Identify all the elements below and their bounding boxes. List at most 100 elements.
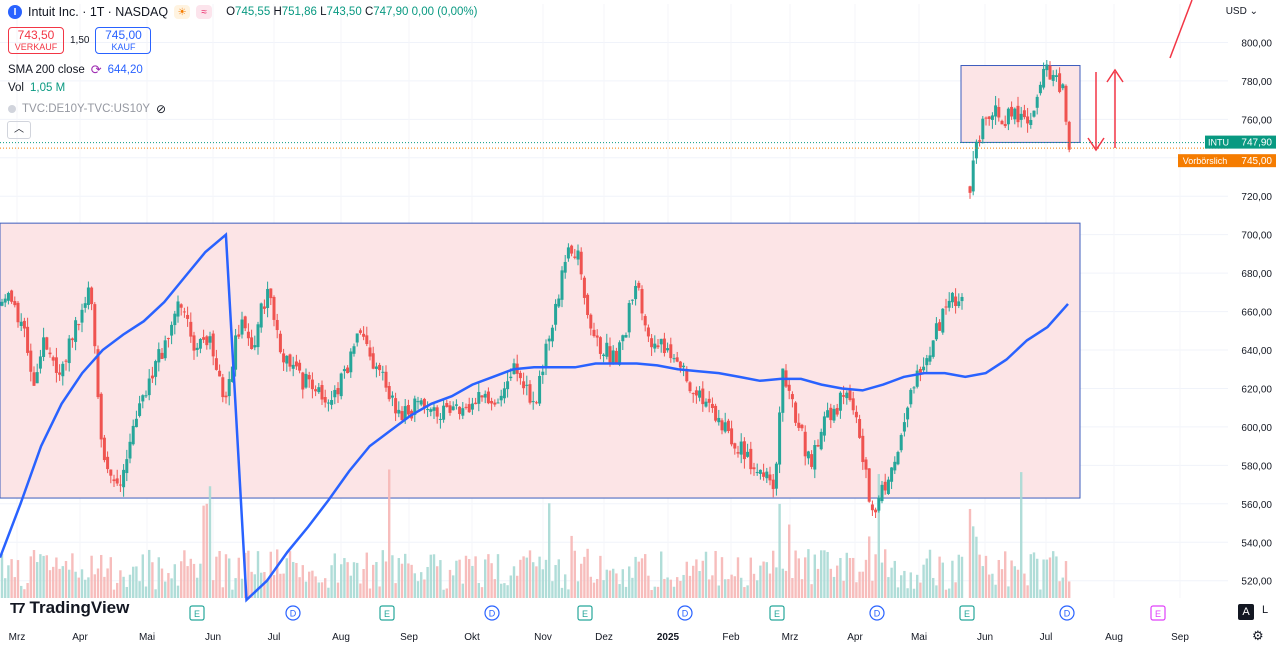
- volume-legend[interactable]: Vol 1,05 M: [8, 82, 65, 94]
- candle-body: [422, 398, 426, 408]
- volume-bar: [1010, 560, 1013, 598]
- sma-legend[interactable]: SMA 200 close ⟳ 644,20: [8, 62, 143, 78]
- volume-bar: [432, 554, 436, 598]
- volume-bar: [717, 585, 720, 598]
- candle-body: [650, 338, 654, 348]
- volume-bar: [951, 560, 954, 598]
- candle-body: [442, 405, 446, 420]
- candle-body: [1042, 68, 1046, 88]
- dividend-marker[interactable]: D: [285, 605, 301, 621]
- candle-body: [947, 300, 951, 308]
- earnings-letter: E: [384, 609, 390, 619]
- collapse-legend-button[interactable]: ︿: [7, 121, 31, 139]
- candle-body: [691, 393, 695, 395]
- earnings-marker[interactable]: E: [189, 605, 205, 621]
- tradingview-watermark: T7 TradingView: [10, 598, 129, 618]
- tradingview-logo-icon: T7: [10, 599, 25, 617]
- volume-bar: [573, 550, 576, 598]
- symbol-title[interactable]: Intuit Inc. · 1T · NASDAQ: [28, 5, 169, 19]
- earnings-marker[interactable]: E: [959, 605, 975, 621]
- settings-gear-icon[interactable]: ⚙: [1252, 628, 1264, 643]
- volume-bar: [55, 557, 58, 598]
- sma-settings-icon[interactable]: ⟳: [90, 62, 102, 77]
- candle-body: [509, 376, 513, 379]
- candle-body: [493, 402, 497, 405]
- time-tick-label: Jul: [1040, 632, 1053, 643]
- candle-body: [125, 459, 129, 474]
- dividend-marker[interactable]: D: [869, 605, 885, 621]
- volume-bar: [183, 550, 186, 598]
- candle-body: [813, 445, 817, 470]
- log-scale-button[interactable]: L: [1262, 604, 1269, 616]
- candle-body: [528, 384, 532, 403]
- range-boxes: [0, 65, 1081, 499]
- candle-body: [48, 352, 52, 355]
- volume-bar: [554, 565, 557, 598]
- dividend-marker[interactable]: D: [484, 605, 500, 621]
- volume-bar: [935, 585, 938, 598]
- volume-bar: [285, 558, 288, 598]
- volume-bar: [922, 564, 925, 598]
- volume-bar: [516, 575, 519, 598]
- hidden-eye-icon[interactable]: ⊘: [156, 102, 167, 116]
- candle-body: [518, 372, 522, 379]
- delay-icon[interactable]: ≈: [196, 5, 213, 19]
- candle-body: [259, 303, 263, 328]
- volume-bar: [381, 550, 384, 598]
- buy-button[interactable]: 745,00 KAUF: [95, 27, 152, 54]
- volume-bar: [477, 583, 480, 598]
- volume-bar: [874, 554, 877, 598]
- earnings-badge: [1150, 605, 1166, 621]
- candle-body: [778, 412, 782, 465]
- candle-body: [336, 388, 340, 395]
- candle-body: [285, 355, 289, 364]
- candle-body: [659, 338, 663, 345]
- dividend-badge: [484, 605, 500, 621]
- dividend-marker[interactable]: D: [677, 605, 693, 621]
- currency-selector[interactable]: USD ⌄: [1225, 6, 1258, 17]
- candle-body: [54, 357, 58, 373]
- earnings-marker[interactable]: E: [577, 605, 593, 621]
- volume-bar: [320, 582, 324, 598]
- candle-body: [870, 504, 874, 511]
- candle-body: [707, 398, 711, 403]
- volume-bar: [826, 551, 829, 598]
- candle-body: [918, 369, 922, 373]
- volume-bar: [42, 555, 45, 598]
- volume-bar: [416, 581, 420, 598]
- volume-bar: [266, 578, 269, 598]
- volume-bar: [324, 578, 327, 598]
- earnings-marker[interactable]: E: [379, 605, 395, 621]
- candle-body: [358, 330, 362, 333]
- volume-bar: [1045, 559, 1048, 598]
- volume-bar: [407, 563, 410, 598]
- compare-legend[interactable]: TVC:DE10Y-TVC:US10Y ⊘: [8, 102, 166, 116]
- candle-body: [925, 358, 929, 366]
- candle-body: [883, 481, 887, 491]
- volume-bar: [288, 551, 292, 598]
- earnings-marker[interactable]: E: [769, 605, 785, 621]
- candle-body: [554, 303, 558, 325]
- candle-body: [928, 355, 932, 362]
- volume-bar: [714, 550, 717, 598]
- candle-body: [893, 461, 897, 471]
- candle-body: [282, 353, 286, 363]
- candle-body: [445, 403, 449, 407]
- candle-body: [173, 313, 177, 326]
- auto-scale-button[interactable]: A: [1238, 604, 1254, 620]
- volume-bar: [125, 586, 128, 598]
- market-status-icon[interactable]: ☀: [174, 5, 191, 19]
- candle-body: [115, 478, 119, 484]
- candle-body: [294, 361, 298, 367]
- dividend-letter: D: [489, 609, 496, 619]
- volume-bar: [429, 554, 432, 598]
- dividend-marker[interactable]: D: [1059, 605, 1075, 621]
- candle-body: [614, 350, 618, 363]
- volume-bar: [596, 578, 599, 598]
- earnings-marker[interactable]: E: [1150, 605, 1166, 621]
- volume-bar: [519, 559, 522, 598]
- sell-button[interactable]: 743,50 VERKAUF: [8, 27, 64, 54]
- candle-body: [384, 371, 388, 388]
- candle-body: [560, 270, 564, 300]
